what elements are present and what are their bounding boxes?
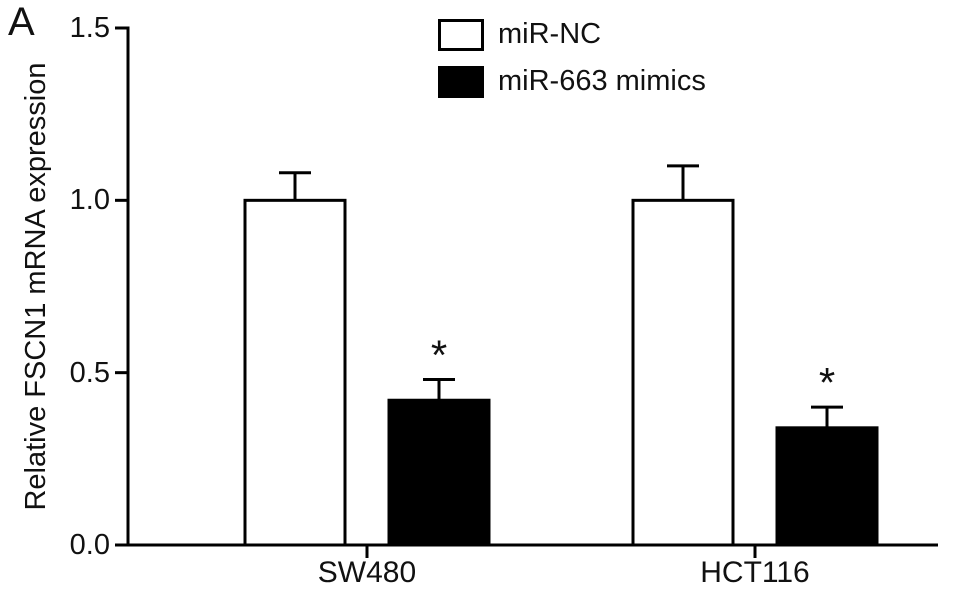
y-tick-label-1: 0.5 bbox=[69, 357, 110, 389]
bar-miR-663-mimics-HCT116 bbox=[775, 426, 879, 547]
significance-asterisk: * bbox=[431, 332, 447, 379]
x-category-label-hct116: HCT116 bbox=[700, 556, 810, 589]
bar-miR-663-mimics-SW480 bbox=[387, 398, 491, 547]
legend-label-mir-nc: miR-NC bbox=[498, 18, 602, 50]
y-tick-label-0: 0.0 bbox=[69, 529, 110, 561]
bar-miR-NC-HCT116 bbox=[631, 198, 735, 547]
legend-item-mir-nc: miR-NC bbox=[438, 18, 706, 51]
y-tick-label-2: 1.0 bbox=[69, 184, 110, 216]
mir-663-mimics-swatch-icon bbox=[438, 65, 484, 98]
bar-miR-NC-SW480 bbox=[243, 198, 347, 547]
y-axis-title: Relative FSCN1 mRNA expression bbox=[20, 62, 52, 511]
significance-asterisk: * bbox=[819, 359, 835, 406]
mir-nc-swatch-icon bbox=[438, 18, 484, 51]
panel-label: A bbox=[8, 0, 35, 44]
legend: miR-NC miR-663 mimics bbox=[438, 18, 706, 98]
y-tick-label-3: 1.5 bbox=[69, 12, 110, 44]
legend-label-mir-663-mimics: miR-663 mimics bbox=[498, 65, 706, 97]
x-category-label-sw480: SW480 bbox=[317, 556, 417, 589]
legend-item-mir-663-mimics: miR-663 mimics bbox=[438, 65, 706, 98]
